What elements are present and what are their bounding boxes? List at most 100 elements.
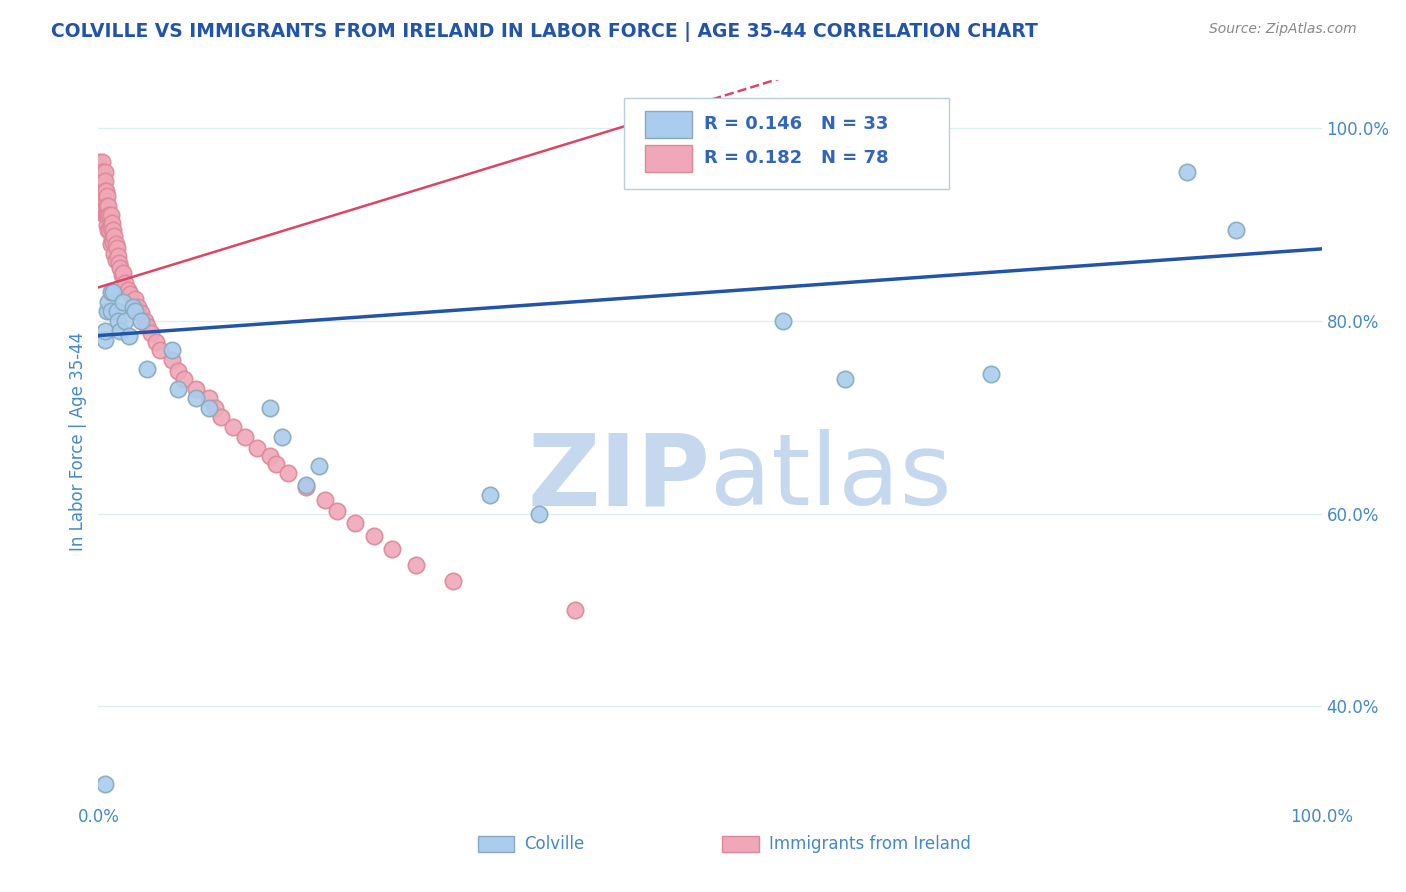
Point [91, 165, 114, 179]
Bar [723, 836, 759, 852]
Point [96, 198, 118, 212]
Point [94, 184, 117, 198]
Text: COLVILLE VS IMMIGRANTS FROM IRELAND IN LABOR FORCE | AGE 35-44 CORRELATION CHART: COLVILLE VS IMMIGRANTS FROM IRELAND IN L… [51, 22, 1038, 42]
Point [527, 507, 550, 521]
Point [93, 184, 115, 198]
Point [104, 237, 127, 252]
Point [405, 558, 427, 572]
Point [97, 198, 120, 212]
Point [105, 304, 128, 318]
Point [167, 382, 190, 396]
Point [93, 174, 115, 188]
Point [96, 189, 118, 203]
Point [97, 294, 120, 309]
Text: R = 0.146   N = 33: R = 0.146 N = 33 [704, 115, 889, 133]
Point [314, 493, 336, 508]
Point [834, 372, 856, 386]
Text: Source: ZipAtlas.com: Source: ZipAtlas.com [1209, 22, 1357, 37]
Point [186, 391, 208, 405]
Point [270, 430, 294, 444]
Point [129, 306, 152, 320]
Point [124, 304, 146, 318]
Point [381, 542, 404, 557]
Point [87, 169, 110, 184]
Point [93, 776, 115, 790]
Point [98, 222, 121, 236]
Point [363, 529, 385, 543]
Point [94, 194, 117, 208]
Point [197, 401, 219, 415]
Text: Immigrants from Ireland: Immigrants from Ireland [769, 835, 970, 853]
Point [107, 249, 129, 263]
Point [295, 478, 318, 492]
Point [103, 246, 125, 260]
Point [111, 268, 134, 282]
Point [87, 155, 110, 169]
Point [197, 391, 219, 405]
Point [101, 285, 124, 300]
Point [136, 318, 159, 333]
Bar [478, 836, 515, 852]
Point [111, 294, 134, 309]
Point [136, 362, 159, 376]
Point [100, 220, 122, 235]
Point [93, 334, 115, 348]
Point [103, 229, 125, 244]
Text: Colville: Colville [524, 835, 585, 853]
Point [101, 216, 124, 230]
Point [980, 367, 1002, 381]
Point [167, 364, 190, 378]
Point [97, 222, 120, 236]
Point [101, 222, 124, 236]
Point [308, 458, 330, 473]
Point [441, 574, 464, 589]
Point [93, 203, 115, 218]
Point [96, 218, 118, 232]
Point [114, 314, 136, 328]
Point [246, 442, 269, 456]
Point [259, 401, 281, 415]
Point [91, 174, 114, 188]
Point [124, 292, 146, 306]
Point [326, 504, 349, 518]
Point [91, 169, 114, 184]
Point [107, 314, 129, 328]
Point [233, 430, 256, 444]
Point [129, 314, 152, 328]
Y-axis label: In Labor Force | Age 35-44: In Labor Force | Age 35-44 [69, 332, 87, 551]
Bar [645, 145, 692, 172]
Text: atlas: atlas [710, 429, 952, 526]
Point [145, 335, 167, 350]
Point [100, 237, 122, 252]
Point [111, 266, 134, 280]
Point [104, 253, 127, 268]
Point [344, 516, 367, 531]
Point [160, 343, 183, 357]
Point [222, 420, 245, 434]
Point [93, 194, 115, 208]
Point [149, 343, 172, 357]
Point [93, 208, 115, 222]
Point [98, 208, 121, 222]
Point [101, 232, 124, 246]
Point [110, 324, 132, 338]
Point [117, 283, 139, 297]
Point [478, 487, 501, 501]
Point [101, 235, 124, 249]
Point [87, 174, 110, 188]
Point [277, 467, 299, 481]
Point [134, 314, 156, 328]
Point [121, 300, 143, 314]
Point [97, 210, 120, 224]
Point [87, 179, 110, 194]
Point [209, 410, 232, 425]
Point [114, 276, 136, 290]
Point [91, 179, 114, 194]
Point [100, 208, 122, 222]
Point [120, 287, 142, 301]
Point [295, 480, 318, 494]
Point [94, 208, 117, 222]
Point [100, 304, 122, 318]
Point [186, 382, 208, 396]
Point [204, 401, 226, 415]
